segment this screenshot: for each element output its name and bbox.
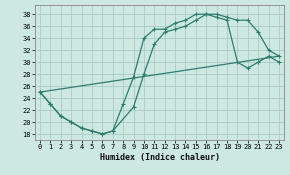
X-axis label: Humidex (Indice chaleur): Humidex (Indice chaleur) xyxy=(99,153,220,162)
